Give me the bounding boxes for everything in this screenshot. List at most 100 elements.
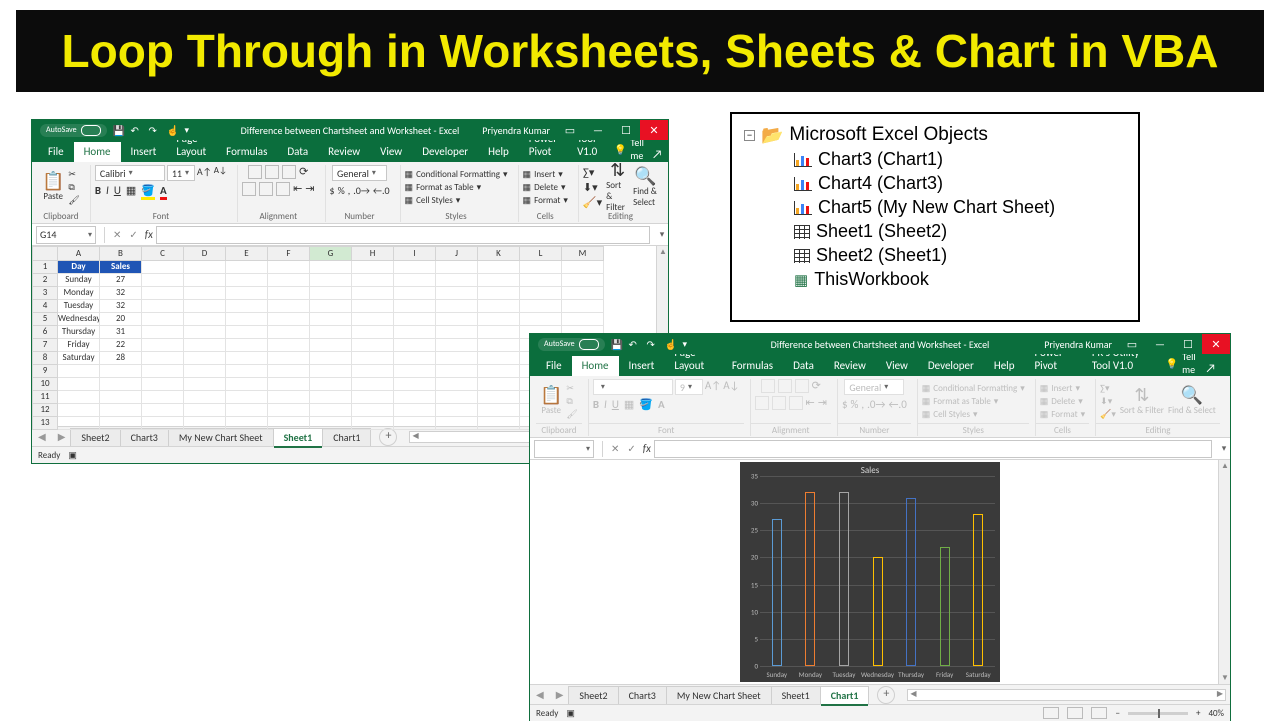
cell[interactable] [58, 365, 100, 378]
align-top-icon[interactable] [248, 165, 262, 179]
ribbon-tab-review[interactable]: Review [824, 356, 876, 376]
cell[interactable] [394, 326, 436, 339]
copy-icon[interactable]: ⧉ [68, 182, 79, 193]
tree-item[interactable]: Sheet1 (Sheet2) [794, 221, 1126, 242]
cell[interactable]: Day [58, 261, 100, 274]
cell[interactable] [142, 417, 184, 430]
row-header[interactable]: 3 [32, 287, 58, 300]
cell[interactable] [268, 352, 310, 365]
cell[interactable] [142, 404, 184, 417]
fill-icon[interactable]: ⬇▾ [583, 181, 602, 194]
cell[interactable] [142, 326, 184, 339]
cell[interactable] [520, 261, 562, 274]
pagebreak-view-icon[interactable] [1091, 707, 1107, 719]
font-color-icon[interactable]: A [160, 184, 167, 200]
cell[interactable] [142, 378, 184, 391]
cell[interactable]: 22 [100, 339, 142, 352]
cell[interactable] [226, 313, 268, 326]
row-header[interactable]: 12 [32, 404, 58, 417]
cell[interactable] [436, 287, 478, 300]
chart-bar[interactable] [873, 557, 883, 666]
cell[interactable] [352, 339, 394, 352]
sheet-tab[interactable]: Sheet1 [273, 428, 324, 446]
name-box[interactable] [534, 440, 594, 458]
column-header[interactable]: F [268, 246, 310, 261]
chart-bar[interactable] [839, 492, 849, 666]
cell[interactable] [310, 326, 352, 339]
redo-icon[interactable]: ↷ [647, 338, 659, 350]
border-icon[interactable]: ▦ [126, 184, 136, 200]
cell[interactable] [226, 300, 268, 313]
ribbon-tab-help[interactable]: Help [478, 142, 519, 162]
cell[interactable] [394, 404, 436, 417]
cell[interactable] [436, 417, 478, 430]
cut-icon[interactable]: ✂ [68, 169, 79, 180]
cell[interactable] [562, 300, 604, 313]
format-cells-button[interactable]: ▦ Format ▾ [523, 195, 568, 206]
zoom-out-icon[interactable]: − [1115, 708, 1119, 719]
cell[interactable] [520, 300, 562, 313]
cell[interactable] [562, 274, 604, 287]
cell[interactable] [184, 261, 226, 274]
cell[interactable]: 27 [100, 274, 142, 287]
cell[interactable] [394, 352, 436, 365]
chart-bar[interactable] [772, 519, 782, 666]
cell[interactable] [478, 391, 520, 404]
align-right-icon[interactable] [276, 182, 290, 196]
indent-inc-icon[interactable]: ⇥ [305, 182, 314, 196]
cell[interactable] [394, 300, 436, 313]
tab-nav-next-icon[interactable]: ▶ [550, 688, 570, 701]
cell[interactable] [268, 326, 310, 339]
row-header[interactable]: 5 [32, 313, 58, 326]
cell[interactable] [394, 274, 436, 287]
cell[interactable] [142, 261, 184, 274]
ribbon-tab-home[interactable]: Home [572, 356, 619, 376]
column-header[interactable]: E [226, 246, 268, 261]
cell[interactable]: Monday [58, 287, 100, 300]
cell[interactable] [436, 326, 478, 339]
sheet-tab[interactable]: Sheet1 [771, 686, 821, 704]
cell[interactable] [310, 287, 352, 300]
cell[interactable] [394, 339, 436, 352]
save-icon[interactable]: 💾 [113, 124, 125, 136]
close-button[interactable]: ✕ [1202, 334, 1230, 354]
zoom-level[interactable]: 40% [1208, 708, 1224, 719]
cell[interactable] [310, 365, 352, 378]
row-header[interactable]: 10 [32, 378, 58, 391]
touch-icon[interactable]: ☝ [665, 338, 677, 350]
chart-bar[interactable] [805, 492, 815, 666]
indent-dec-icon[interactable]: ⇤ [293, 182, 302, 196]
ribbon-tab-view[interactable]: View [876, 356, 918, 376]
cell[interactable] [310, 274, 352, 287]
fx-icon[interactable]: fx [142, 228, 156, 241]
cell[interactable] [268, 313, 310, 326]
horizontal-scrollbar[interactable] [907, 689, 1226, 701]
expand-formula-icon[interactable]: ▾ [1218, 443, 1230, 454]
ribbon-tab-data[interactable]: Data [783, 356, 824, 376]
ribbon-tab-help[interactable]: Help [984, 356, 1025, 376]
cell[interactable] [562, 261, 604, 274]
minimize-button[interactable]: — [584, 120, 612, 140]
touch-icon[interactable]: ☝ [167, 124, 179, 136]
cell[interactable] [394, 365, 436, 378]
cell[interactable] [562, 313, 604, 326]
cell[interactable] [226, 404, 268, 417]
cell[interactable] [352, 287, 394, 300]
enter-formula-icon[interactable]: ✓ [125, 228, 141, 241]
column-header[interactable]: B [100, 246, 142, 261]
sheet-tab[interactable]: Chart1 [820, 686, 870, 704]
cell[interactable] [100, 378, 142, 391]
sheet-tab[interactable]: My New Chart Sheet [666, 686, 772, 704]
cell[interactable] [58, 417, 100, 430]
ribbon-tab-review[interactable]: Review [318, 142, 370, 162]
select-all-corner[interactable] [32, 246, 58, 261]
column-header[interactable]: A [58, 246, 100, 261]
cell[interactable] [268, 274, 310, 287]
cell[interactable] [184, 274, 226, 287]
sheet-tab[interactable]: Chart3 [618, 686, 667, 704]
cell[interactable] [226, 261, 268, 274]
cell[interactable] [184, 339, 226, 352]
cell[interactable] [268, 339, 310, 352]
save-icon[interactable]: 💾 [611, 338, 623, 350]
fill-color-icon[interactable]: 🪣 [141, 184, 155, 200]
